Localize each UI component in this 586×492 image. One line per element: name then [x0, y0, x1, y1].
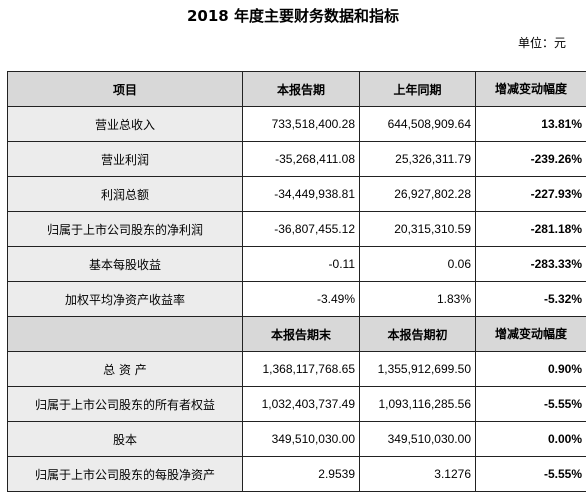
table-row: 归属于上市公司股东的净利润 -36,807,455.12 20,315,310.…: [8, 212, 586, 247]
table-subheader-row: 本报告期末 本报告期初 增减变动幅度: [8, 317, 586, 352]
subheader-period-end: 本报告期末: [243, 317, 360, 352]
row-current: -0.11: [243, 247, 360, 282]
row-change: 0.00%: [476, 422, 586, 457]
document-title: 2018 年度主要财务数据和指标: [0, 6, 586, 26]
row-previous: 0.06: [360, 247, 476, 282]
row-change: -227.93%: [476, 177, 586, 212]
row-label: 营业利润: [8, 142, 243, 177]
header-item: 项目: [8, 72, 243, 107]
row-change: -283.33%: [476, 247, 586, 282]
row-current: 349,510,030.00: [243, 422, 360, 457]
row-label: 基本每股收益: [8, 247, 243, 282]
unit-label: 单位：元: [518, 35, 566, 51]
header-change: 增减变动幅度: [476, 72, 586, 107]
table-row: 基本每股收益 -0.11 0.06 -283.33%: [8, 247, 586, 282]
row-label: 总 资 产: [8, 352, 243, 387]
row-current: 1,032,403,737.49: [243, 387, 360, 422]
table-row: 营业总收入 733,518,400.28 644,508,909.64 13.8…: [8, 107, 586, 142]
row-change: 0.90%: [476, 352, 586, 387]
row-change: -5.55%: [476, 457, 586, 492]
row-current: -36,807,455.12: [243, 212, 360, 247]
row-previous: 1,093,116,285.56: [360, 387, 476, 422]
header-current-period: 本报告期: [243, 72, 360, 107]
financial-table: 项目 本报告期 上年同期 增减变动幅度 营业总收入 733,518,400.28…: [7, 71, 586, 492]
row-current: 733,518,400.28: [243, 107, 360, 142]
row-change: -281.18%: [476, 212, 586, 247]
row-previous: 644,508,909.64: [360, 107, 476, 142]
table-row: 股本 349,510,030.00 349,510,030.00 0.00%: [8, 422, 586, 457]
row-label: 营业总收入: [8, 107, 243, 142]
row-label: 归属于上市公司股东的所有者权益: [8, 387, 243, 422]
subheader-blank: [8, 317, 243, 352]
row-label: 归属于上市公司股东的净利润: [8, 212, 243, 247]
row-previous: 25,326,311.79: [360, 142, 476, 177]
row-label: 归属于上市公司股东的每股净资产: [8, 457, 243, 492]
subheader-period-start: 本报告期初: [360, 317, 476, 352]
row-previous: 1.83%: [360, 282, 476, 317]
table-row: 加权平均净资产收益率 -3.49% 1.83% -5.32%: [8, 282, 586, 317]
table-row: 营业利润 -35,268,411.08 25,326,311.79 -239.2…: [8, 142, 586, 177]
row-change: -5.55%: [476, 387, 586, 422]
row-current: -34,449,938.81: [243, 177, 360, 212]
table-header-row: 项目 本报告期 上年同期 增减变动幅度: [8, 72, 586, 107]
table-row: 利润总额 -34,449,938.81 26,927,802.28 -227.9…: [8, 177, 586, 212]
row-previous: 20,315,310.59: [360, 212, 476, 247]
row-previous: 26,927,802.28: [360, 177, 476, 212]
row-previous: 1,355,912,699.50: [360, 352, 476, 387]
table-row: 归属于上市公司股东的每股净资产 2.9539 3.1276 -5.55%: [8, 457, 586, 492]
row-change: -239.26%: [476, 142, 586, 177]
row-label: 利润总额: [8, 177, 243, 212]
row-change: -5.32%: [476, 282, 586, 317]
row-change: 13.81%: [476, 107, 586, 142]
row-label: 股本: [8, 422, 243, 457]
row-previous: 349,510,030.00: [360, 422, 476, 457]
row-current: -3.49%: [243, 282, 360, 317]
table-row: 归属于上市公司股东的所有者权益 1,032,403,737.49 1,093,1…: [8, 387, 586, 422]
row-current: 1,368,117,768.65: [243, 352, 360, 387]
row-current: 2.9539: [243, 457, 360, 492]
subheader-change: 增减变动幅度: [476, 317, 586, 352]
row-current: -35,268,411.08: [243, 142, 360, 177]
header-previous-period: 上年同期: [360, 72, 476, 107]
row-label: 加权平均净资产收益率: [8, 282, 243, 317]
row-previous: 3.1276: [360, 457, 476, 492]
table-row: 总 资 产 1,368,117,768.65 1,355,912,699.50 …: [8, 352, 586, 387]
